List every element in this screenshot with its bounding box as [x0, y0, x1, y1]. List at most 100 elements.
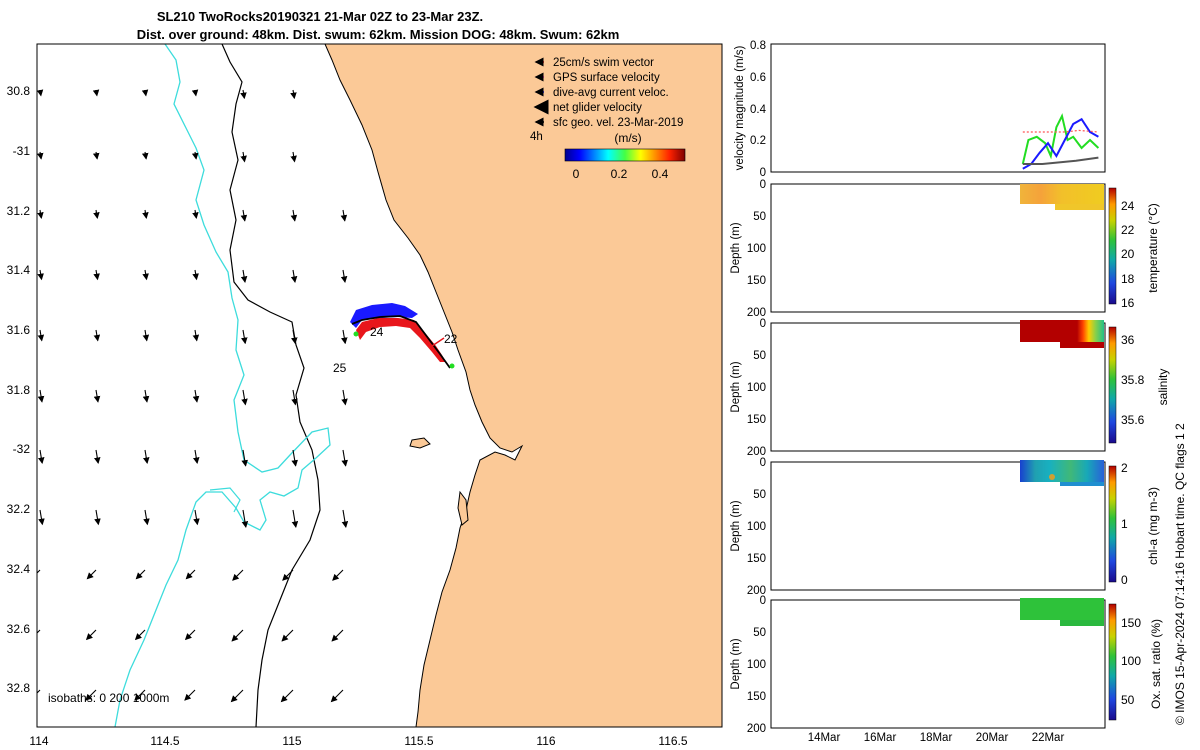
- salinity-data: [1020, 320, 1104, 342]
- current-vector: [290, 89, 297, 100]
- temperature-data-lower: [1055, 204, 1104, 210]
- current-vector: [192, 209, 199, 220]
- velocity-panel: velocity magnitude (m/s) 0 0.2 0.4 0.6 0…: [734, 40, 1106, 179]
- time-label: 4h: [530, 131, 543, 143]
- time-tick: 14Mar: [808, 732, 841, 744]
- oxygen-colorbar: [1108, 603, 1117, 721]
- oxygen-ytick: 0: [760, 595, 766, 607]
- salinity-ytick: 50: [753, 350, 766, 362]
- time-tick: 18Mar: [920, 732, 953, 744]
- current-vector: [38, 449, 45, 465]
- oxygen-ytick: 50: [753, 627, 766, 639]
- current-vector: [37, 629, 41, 634]
- velocity-series: [1021, 113, 1100, 170]
- current-vector: [93, 389, 101, 403]
- map-frame: [36, 43, 723, 728]
- current-vector: [38, 509, 45, 526]
- time-tick: 20Mar: [976, 732, 1009, 744]
- chla-ytick: 50: [753, 489, 766, 501]
- map-colorbar-tick: 0.2: [611, 167, 628, 181]
- oxygen-ytick: 100: [747, 659, 766, 671]
- legend-label-sfc: sfc geo. vel. 23-Mar-2019: [553, 117, 683, 129]
- oxygen-data-lower: [1060, 620, 1104, 626]
- current-vector: [341, 449, 348, 467]
- chla-data-lower: [1060, 482, 1104, 486]
- chla-colorbar: [1108, 465, 1117, 583]
- legend-label-swim: 25cm/s swim vector: [553, 57, 654, 69]
- credit-text: © IMOS 15-Apr-2024 07:14:16 Hobart time.…: [1173, 423, 1187, 725]
- current-vector: [37, 151, 44, 160]
- current-vector: [191, 89, 199, 97]
- lat-tick: 31.4: [7, 263, 31, 277]
- current-vector: [232, 569, 244, 581]
- glider-end-marker: [449, 363, 455, 369]
- current-vector: [191, 151, 199, 160]
- chla-cbar-tick: 2: [1121, 461, 1128, 475]
- current-vector: [291, 389, 298, 406]
- current-vector: [241, 389, 248, 406]
- swim-arrow: [424, 339, 438, 357]
- current-vector: [240, 209, 248, 222]
- swim-arrow-2: [431, 337, 445, 347]
- current-vector: [37, 329, 45, 342]
- current-vector: [231, 629, 244, 642]
- chla-hotspot: [1049, 474, 1055, 480]
- current-vector: [230, 689, 244, 703]
- current-vector: [290, 269, 298, 283]
- chla-ytick: 150: [747, 553, 766, 565]
- temperature-cbar-tick: 24: [1121, 199, 1135, 213]
- title-line-2: Dist. over ground: 48km. Dist. swum: 62k…: [137, 27, 620, 42]
- current-vector: [134, 629, 146, 641]
- current-vector: [192, 329, 200, 342]
- current-vector: [192, 389, 200, 403]
- lon-tick: 115: [282, 734, 301, 748]
- temperature-panel: Depth (m) 0 50 100 150 200 24 22 20 18 1…: [730, 179, 1160, 319]
- current-vector: [94, 509, 101, 526]
- current-vector: [143, 449, 150, 465]
- chla-ytick: 0: [760, 457, 766, 469]
- current-vector: [330, 689, 344, 703]
- salinity-cbar-label: salinity: [1156, 369, 1170, 406]
- salinity-panel: Depth (m) 0 50 100 150 200 36 35.8 35.6 …: [730, 318, 1170, 458]
- temperature-ytick: 200: [747, 307, 766, 319]
- current-vector: [94, 449, 101, 465]
- current-vector: [340, 269, 348, 283]
- isobath-1000-2: [209, 487, 241, 513]
- salinity-ytick: 0: [760, 318, 766, 330]
- current-vector: [37, 689, 41, 694]
- map-lon-axis: 114 114.5 115 115.5 116 116.5: [29, 734, 687, 748]
- temperature-cbar-tick: 20: [1121, 247, 1135, 261]
- temperature-ytick: 0: [760, 179, 766, 191]
- oxygen-data: [1020, 598, 1104, 620]
- current-vector: [240, 89, 247, 100]
- map-colorbar-tick: 0.4: [652, 167, 669, 181]
- salinity-ytick: 200: [747, 446, 766, 458]
- velocity-series-line: [1022, 117, 1099, 170]
- current-vector: [93, 329, 101, 342]
- temperature-cbar-tick: 22: [1121, 223, 1135, 237]
- temperature-cbar-label: temperature (°C): [1146, 203, 1160, 293]
- chla-cbar-tick: 0: [1121, 573, 1128, 587]
- velocity-ytick: 0.6: [750, 72, 766, 84]
- day-label-22: 22: [444, 332, 458, 346]
- current-vector: [192, 269, 199, 281]
- current-vector: [240, 269, 248, 283]
- salinity-data-lower: [1060, 342, 1104, 348]
- chla-frame: [770, 461, 1106, 591]
- isobath-200: [221, 44, 321, 727]
- oxygen-ytick: 200: [747, 723, 766, 735]
- current-vector: [291, 329, 298, 345]
- current-vector: [142, 269, 149, 281]
- lon-tick: 115.5: [404, 734, 433, 748]
- lon-tick: 114.5: [150, 734, 179, 748]
- lat-tick: 32.8: [7, 681, 31, 695]
- lat-tick: 32.2: [7, 502, 31, 516]
- current-vector: [193, 449, 200, 465]
- oxygen-ylabel: Depth (m): [730, 638, 742, 689]
- lat-tick: 32.6: [7, 622, 31, 636]
- current-vector: [92, 89, 100, 97]
- glider-track: [350, 303, 455, 369]
- velocity-ytick: 0: [760, 167, 766, 179]
- current-vector: [141, 151, 149, 160]
- legend-label-gps: GPS surface velocity: [553, 72, 660, 84]
